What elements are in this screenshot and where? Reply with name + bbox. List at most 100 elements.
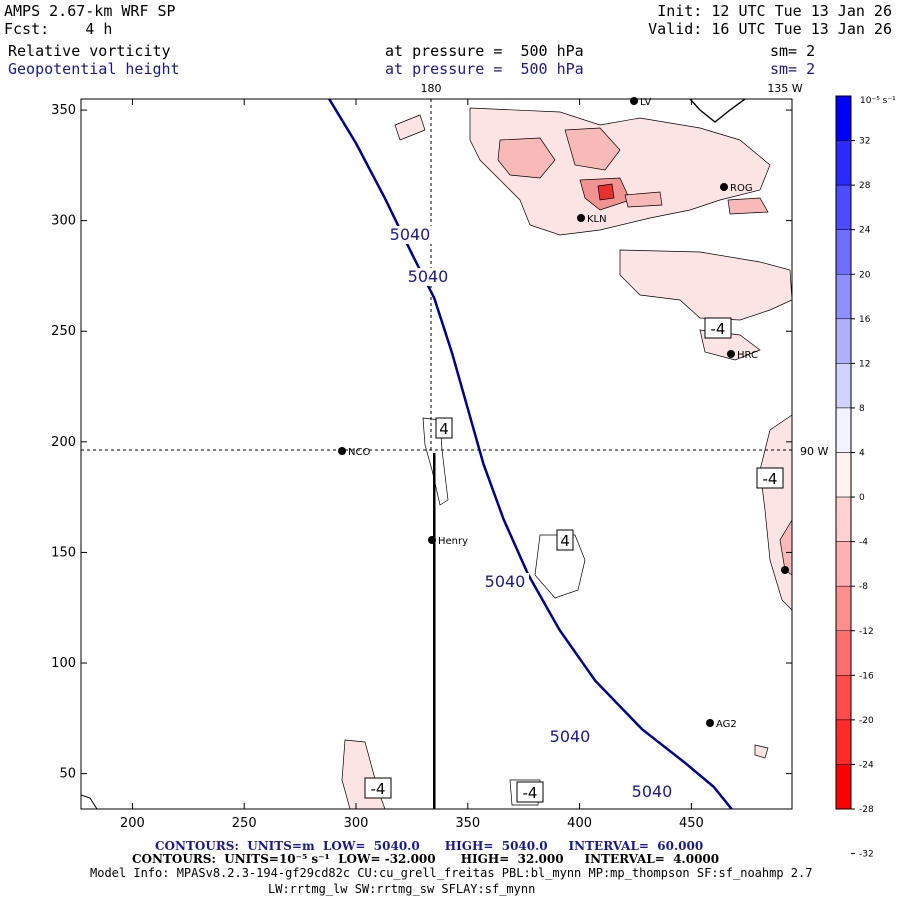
vorticity-region — [597, 183, 615, 201]
height-contour-label: 5040 — [550, 727, 591, 746]
x-tick-label: 300 — [344, 816, 369, 831]
footer-vort-low: CONTOURS: UNITS=10⁻⁵ s⁻¹ LOW= -32.000 — [132, 852, 436, 866]
colorbar-swatch — [835, 407, 852, 453]
vorticity-region — [759, 414, 792, 611]
footer-height-interval: INTERVAL= 60.000 — [568, 839, 704, 853]
height-contour-label: 5040 — [632, 782, 673, 801]
vorticity-region — [727, 197, 769, 215]
vorticity-label-box — [516, 781, 544, 803]
y-tick-label: 100 — [51, 656, 76, 671]
colorbar-swatch — [835, 541, 852, 587]
colorbar-swatch — [835, 229, 852, 275]
colorbar-label: -4 — [859, 538, 868, 548]
footer-height-high: HIGH= 5040.0 — [444, 839, 548, 853]
colorbar-label: -8 — [859, 582, 868, 592]
colorbar-swatch — [835, 585, 852, 631]
colorbar-label: 16 — [859, 315, 871, 325]
vorticity-region — [341, 739, 386, 809]
colorbar-swatch — [835, 630, 852, 676]
colorbar-swatch — [835, 318, 852, 364]
colorbar-label: 28 — [859, 181, 871, 191]
x-tick-label: 400 — [567, 816, 592, 831]
field2-level: at pressure = 500 hPa — [385, 60, 584, 78]
colorbar-label: 8 — [859, 404, 865, 414]
coastline — [81, 794, 98, 809]
vorticity-fill-layer — [81, 99, 792, 809]
contour-label-bg — [481, 573, 529, 591]
colorbar-swatch — [835, 452, 852, 498]
height-contour-label: 5040 — [485, 572, 526, 591]
station-marker — [577, 214, 585, 222]
vorticity-region — [497, 137, 556, 179]
x-tick-label: 200 — [120, 816, 145, 831]
vorticity-label-box — [435, 417, 453, 439]
station-label: ROG — [730, 183, 753, 194]
height-contour-label: 5040 — [390, 225, 431, 244]
colorbar-unit: 10⁻⁵ s⁻¹ — [860, 96, 896, 106]
footer-vort-interval: INTERVAL= 4.0000 — [584, 852, 720, 866]
colorbar-label: 12 — [859, 359, 870, 369]
station-marker — [630, 97, 638, 105]
meridian-180-label: 180 — [421, 82, 442, 95]
colorbar-label: -28 — [859, 805, 874, 815]
vorticity-region — [754, 744, 769, 759]
vorticity-contour-label: 4 — [439, 420, 449, 438]
colorbar-label: 32 — [859, 137, 870, 147]
field2-name: Geopotential height — [8, 60, 180, 78]
station-marker — [781, 566, 789, 574]
y-tick-label: 300 — [51, 214, 76, 229]
colorbar-swatch — [835, 95, 852, 141]
footer-model-info-2: LW:rrtmg_lw SW:rrtmg_sw SFLAY:sf_mynn — [268, 882, 536, 896]
vorticity-label-box — [756, 467, 784, 489]
y-tick-label: 150 — [51, 545, 76, 560]
colorbar-swatch — [835, 675, 852, 721]
colorbar-label: -32 — [859, 850, 874, 860]
colorbar-swatch — [835, 496, 852, 542]
vorticity-label-box — [556, 529, 574, 551]
x-tick-label: 350 — [455, 816, 480, 831]
vorticity-region — [534, 534, 586, 599]
colorbar-swatch — [835, 274, 852, 320]
meridian-90-label: 90 W — [800, 445, 828, 458]
init-time: Init: 12 UTC Tue 13 Jan 26 — [657, 2, 892, 20]
vorticity-label-box — [704, 317, 732, 339]
contour-label-bg — [386, 226, 434, 244]
field1-level: at pressure = 500 hPa — [385, 42, 584, 60]
y-tick-label: 350 — [51, 103, 76, 118]
colorbar-swatch — [835, 140, 852, 186]
station-label: Henry — [438, 536, 468, 547]
field1-smoothing: sm= 2 — [770, 42, 816, 60]
vorticity-contour-label: -4 — [763, 470, 778, 488]
valid-time: Valid: 16 UTC Tue 13 Jan 26 — [648, 20, 892, 38]
footer-height-low: CONTOURS: UNITS=m LOW= 5040.0 — [155, 839, 420, 853]
colorbar-label: 20 — [859, 270, 871, 280]
x-tick-label: 450 — [679, 816, 704, 831]
y-tick-label: 200 — [51, 435, 76, 450]
field2-smoothing: sm= 2 — [770, 60, 816, 78]
x-tick-label: 250 — [232, 816, 257, 831]
colorbar-label: -16 — [859, 671, 874, 681]
station-label: HRC — [737, 350, 758, 361]
station-marker — [338, 447, 346, 455]
station-label: AG2 — [716, 719, 737, 730]
colorbar-label: -24 — [859, 760, 874, 770]
model-title: AMPS 2.67-km WRF SP — [4, 2, 176, 20]
colorbar-swatch — [835, 363, 852, 409]
station-marker — [727, 350, 735, 358]
colorbar-label: 4 — [859, 449, 865, 459]
colorbar-label: -12 — [859, 627, 874, 637]
colorbar-swatch — [835, 764, 852, 810]
vorticity-contour-label: -4 — [711, 320, 726, 338]
vorticity-region — [619, 249, 792, 321]
station-label: NCO — [348, 447, 370, 458]
footer-vorticity-contours: CONTOURS: UNITS=10⁻⁵ s⁻¹ LOW= -32.000 HI… — [132, 852, 719, 866]
forecast-label: Fcst: 4 h — [4, 21, 112, 38]
vorticity-label-box — [364, 777, 392, 799]
height-contour-label: 5040 — [408, 267, 449, 286]
contour-label-bg — [628, 783, 676, 801]
meridian-135-label: 135 W — [767, 82, 802, 95]
footer-height-contours: CONTOURS: UNITS=m LOW= 5040.0 HIGH= 5040… — [155, 839, 703, 853]
coastline — [689, 99, 746, 123]
footer-model-info: Model Info: MPASv8.2.3-194-gf29cd82c CU:… — [90, 866, 813, 880]
